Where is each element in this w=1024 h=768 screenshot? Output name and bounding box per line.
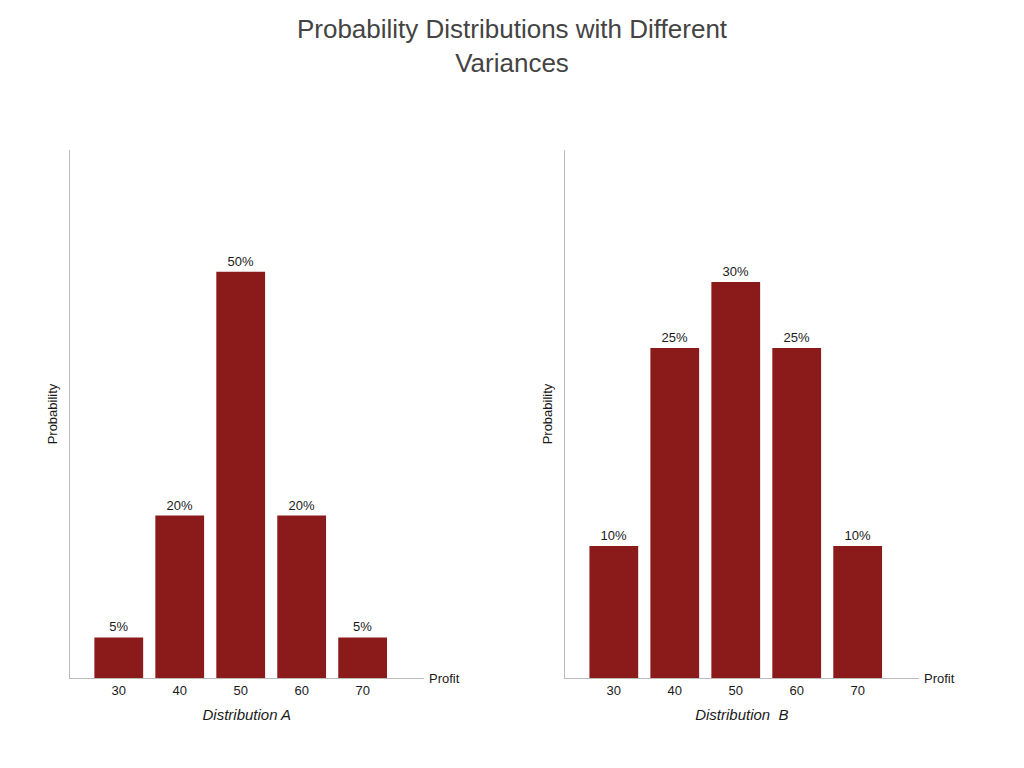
svg-text:Profit: Profit <box>924 671 955 686</box>
svg-text:30%: 30% <box>723 264 749 279</box>
svg-text:60: 60 <box>294 683 308 698</box>
svg-text:Distribution B: Distribution B <box>695 706 788 723</box>
svg-text:50%: 50% <box>227 254 253 269</box>
svg-text:50: 50 <box>729 683 743 698</box>
svg-text:Profit: Profit <box>429 671 460 686</box>
svg-text:50: 50 <box>233 683 247 698</box>
svg-text:Probability Distributions with: Probability Distributions with Different… <box>297 14 728 78</box>
svg-text:Probability: Probability <box>45 383 60 444</box>
svg-text:40: 40 <box>173 683 187 698</box>
svg-text:30: 30 <box>607 683 621 698</box>
svg-text:70: 70 <box>355 683 369 698</box>
svg-text:40: 40 <box>668 683 682 698</box>
svg-text:30: 30 <box>112 683 126 698</box>
svg-text:25%: 25% <box>783 330 809 345</box>
svg-text:10%: 10% <box>844 528 870 543</box>
svg-text:60: 60 <box>789 683 803 698</box>
svg-text:5%: 5% <box>353 619 372 634</box>
svg-text:25%: 25% <box>662 330 688 345</box>
svg-text:20%: 20% <box>167 498 193 513</box>
svg-text:5%: 5% <box>109 619 128 634</box>
svg-text:Probability: Probability <box>540 383 555 444</box>
svg-text:20%: 20% <box>288 498 314 513</box>
svg-text:10%: 10% <box>601 528 627 543</box>
svg-text:70: 70 <box>850 683 864 698</box>
svg-text:Distribution A: Distribution A <box>202 706 291 723</box>
